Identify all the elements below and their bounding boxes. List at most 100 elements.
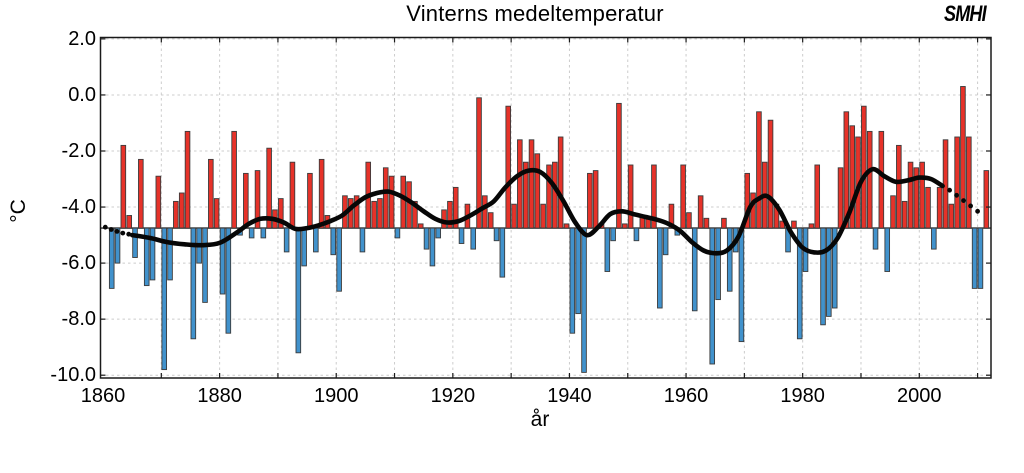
temp-bar xyxy=(808,223,815,229)
temp-bar xyxy=(283,227,290,253)
temp-bar xyxy=(901,200,908,229)
temp-bar xyxy=(307,172,313,229)
temp-bar xyxy=(231,130,237,229)
temp-bar xyxy=(633,227,640,242)
temp-bar xyxy=(936,186,943,229)
x-tick-label: 1900 xyxy=(313,385,359,407)
y-tick-label: -10.0 xyxy=(50,364,96,387)
temp-bar xyxy=(458,227,465,244)
smhi-logo: SMHI xyxy=(944,1,987,26)
temp-bar xyxy=(161,227,168,371)
temp-bar xyxy=(173,200,179,229)
temp-bar xyxy=(499,227,506,278)
temp-bar xyxy=(400,175,407,229)
temp-bar xyxy=(266,147,272,229)
temp-bar xyxy=(983,170,990,229)
temp-bar xyxy=(896,144,902,229)
y-axis-unit-label: °C xyxy=(7,199,30,223)
temp-bar xyxy=(470,227,477,250)
temp-bar xyxy=(627,164,634,229)
temp-bar xyxy=(522,161,529,229)
temp-bar xyxy=(423,227,430,250)
x-tick-label: 1980 xyxy=(780,385,825,407)
x-tick-label: 1920 xyxy=(430,385,476,407)
temp-bar xyxy=(388,175,395,229)
temp-bar xyxy=(831,227,838,309)
temp-bar xyxy=(184,130,191,229)
x-tick-label: 1940 xyxy=(547,385,592,407)
temp-bar xyxy=(330,227,337,256)
temp-bar xyxy=(190,227,197,340)
temp-bar xyxy=(977,227,984,289)
temp-bar xyxy=(347,198,354,229)
temp-bar xyxy=(289,161,296,229)
temp-bar xyxy=(925,186,931,229)
temp-bar xyxy=(919,161,925,229)
temp-bar xyxy=(114,227,121,264)
temp-bar xyxy=(301,227,307,267)
temp-bar xyxy=(313,227,319,253)
temp-bar xyxy=(931,227,937,250)
temp-bar xyxy=(960,86,966,229)
temp-bar xyxy=(616,102,622,229)
temp-bar xyxy=(744,172,751,229)
temp-bar xyxy=(412,200,418,229)
temp-bar xyxy=(866,130,873,229)
temp-bar xyxy=(814,164,821,229)
temp-bar xyxy=(260,227,267,239)
temp-bar xyxy=(796,227,803,340)
temp-bar xyxy=(336,227,342,292)
temp-bar xyxy=(377,198,383,229)
temp-bar xyxy=(575,227,581,315)
temp-bar xyxy=(243,172,249,229)
y-tick-label: 2.0 xyxy=(68,27,96,50)
temp-bar xyxy=(126,215,133,229)
trend-curve-dotted-ends xyxy=(102,187,980,237)
temp-bar xyxy=(225,227,232,334)
temp-bar xyxy=(511,203,517,229)
temp-bar xyxy=(942,139,949,229)
temp-bar xyxy=(651,164,657,229)
temp-bar xyxy=(557,136,564,229)
temp-bar xyxy=(493,227,500,242)
temp-bar xyxy=(604,227,611,272)
temp-bar xyxy=(540,203,546,229)
temp-bar xyxy=(738,227,745,343)
x-tick-label: 1880 xyxy=(197,385,242,407)
temp-bar xyxy=(697,195,704,229)
y-tick-label: -2.0 xyxy=(61,140,96,162)
temp-bar xyxy=(668,203,675,229)
temp-bar xyxy=(394,227,401,239)
temp-bar xyxy=(155,175,162,229)
temp-bar xyxy=(913,167,920,229)
temp-bar xyxy=(213,198,220,229)
temp-bar xyxy=(971,227,978,289)
temp-bar xyxy=(756,111,762,229)
temp-bar xyxy=(721,217,727,229)
temp-bar xyxy=(435,227,442,239)
temp-bar xyxy=(318,158,325,229)
y-tick-label: -4.0 xyxy=(61,196,96,219)
temp-bar xyxy=(563,223,570,229)
temp-bar xyxy=(966,136,972,229)
axis-tick-marks xyxy=(100,37,991,378)
x-tick-label: 2000 xyxy=(897,385,942,407)
temp-bar xyxy=(482,195,488,229)
temp-bar xyxy=(657,227,663,309)
temp-bar xyxy=(750,192,756,229)
temp-bar xyxy=(382,167,389,229)
temp-bar xyxy=(691,227,698,312)
temp-bar xyxy=(587,172,593,229)
temp-bar xyxy=(767,119,774,229)
temp-bar xyxy=(149,227,156,281)
temp-bar xyxy=(878,130,885,229)
temp-bar xyxy=(884,227,891,272)
temp-bar xyxy=(534,153,541,229)
temp-bar xyxy=(505,105,512,229)
temp-bar xyxy=(861,105,867,229)
temp-bar xyxy=(429,227,436,267)
temp-bar xyxy=(371,200,377,229)
temp-bar xyxy=(108,227,115,289)
temp-bar xyxy=(546,164,552,229)
